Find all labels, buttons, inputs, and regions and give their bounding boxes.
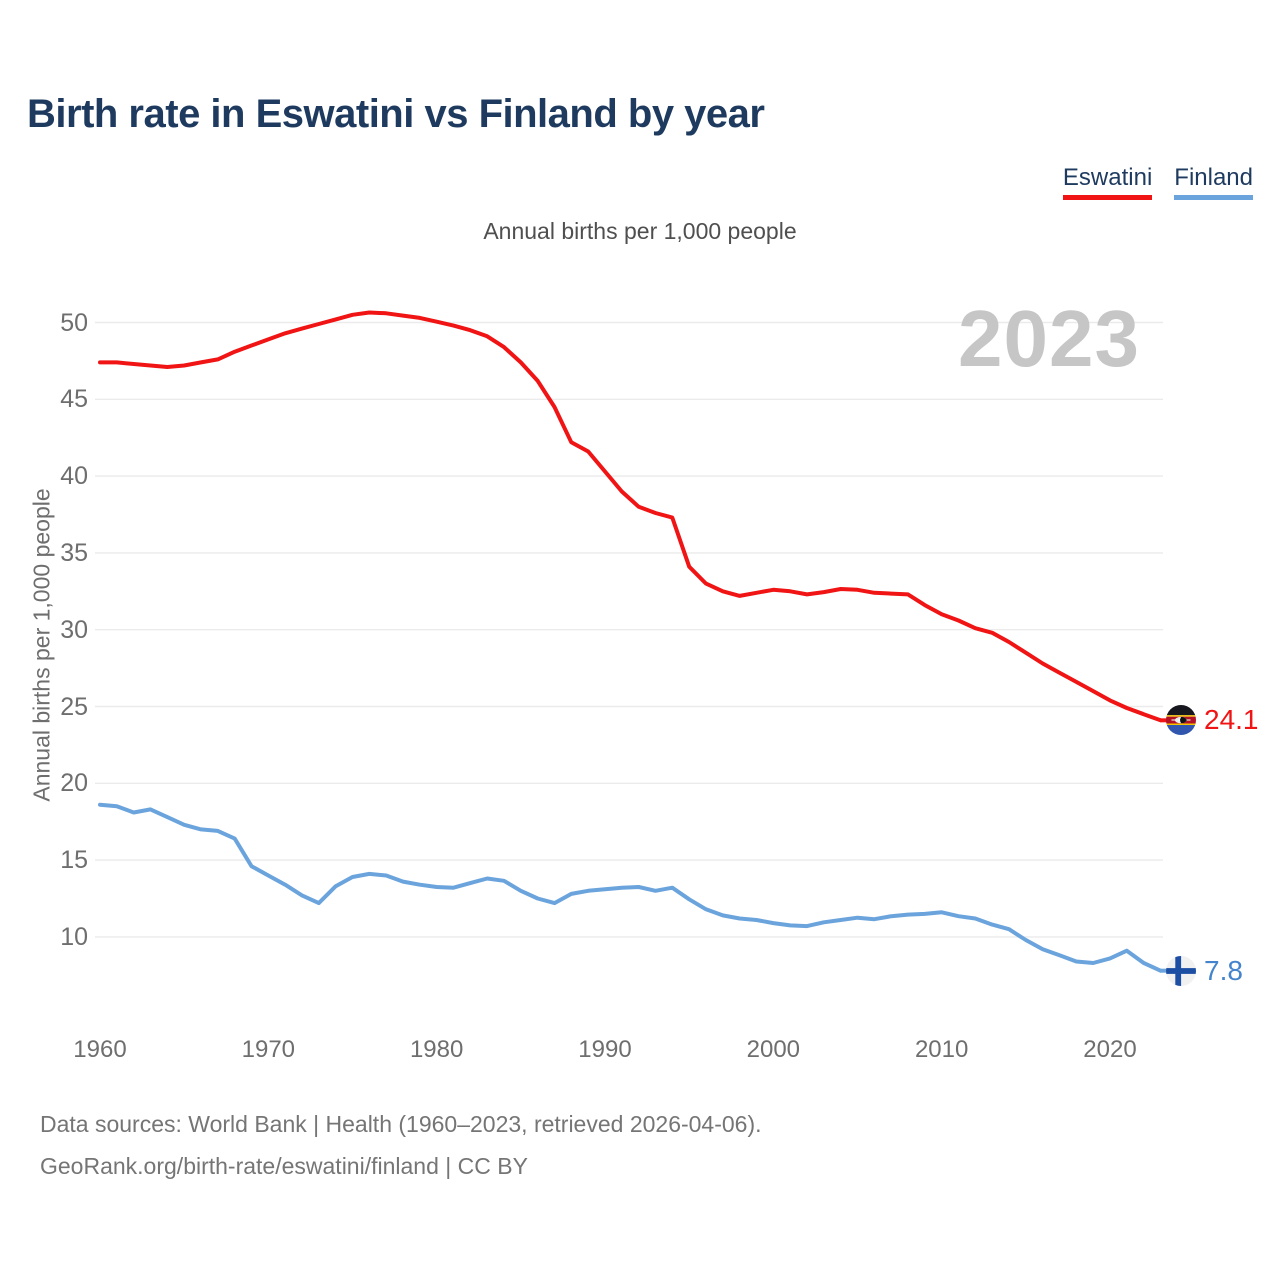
eswatini-line — [98, 310, 1163, 723]
x-tick-label: 2010 — [914, 1036, 969, 1063]
eswatini-value-label: 24.1 — [1204, 704, 1259, 736]
legend-label-eswatini: Eswatini — [1062, 164, 1153, 191]
x-tick-label: 1970 — [241, 1036, 296, 1063]
footer-sources-line: Data sources: World Bank | Health (1960–… — [40, 1111, 762, 1137]
chart-footer: Data sources: World Bank | Health (1960–… — [40, 1103, 762, 1187]
x-tick-label: 1960 — [73, 1036, 127, 1063]
y-tick-label: 30 — [60, 615, 88, 644]
y-tick-label: 40 — [60, 462, 88, 491]
x-tick-label: 1980 — [409, 1036, 464, 1063]
finland-flag-icon — [1166, 955, 1196, 986]
finland-value-label: 7.8 — [1204, 954, 1243, 986]
chart-subtitle: Annual births per 1,000 people — [483, 218, 797, 244]
y-tick-label: 20 — [60, 769, 88, 798]
y-tick-label: 15 — [60, 846, 88, 875]
finland-line — [98, 802, 1163, 973]
footer-attribution-line: GeoRank.org/birth-rate/eswatini/finland … — [40, 1153, 528, 1179]
x-tick-label: 2020 — [1083, 1036, 1137, 1063]
eswatini-flag-icon — [1166, 705, 1196, 736]
x-tick-label: 1990 — [578, 1036, 632, 1063]
legend-item-eswatini[interactable]: Eswatini — [1062, 164, 1153, 200]
y-tick-label: 45 — [60, 385, 88, 414]
page-title: Birth rate in Eswatini vs Finland by yea… — [27, 92, 765, 136]
legend-label-finland: Finland — [1174, 164, 1253, 191]
year-watermark: 2023 — [958, 294, 1140, 383]
legend-item-finland[interactable]: Finland — [1174, 164, 1253, 200]
x-tick-label: 2000 — [746, 1036, 801, 1063]
chart-legend: Eswatini Finland — [1062, 164, 1253, 200]
y-axis-title: Annual births per 1,000 people — [28, 488, 55, 802]
y-tick-label: 25 — [60, 692, 88, 721]
y-tick-label: 10 — [60, 922, 88, 951]
y-tick-label: 50 — [60, 308, 88, 337]
y-tick-label: 35 — [60, 538, 88, 567]
